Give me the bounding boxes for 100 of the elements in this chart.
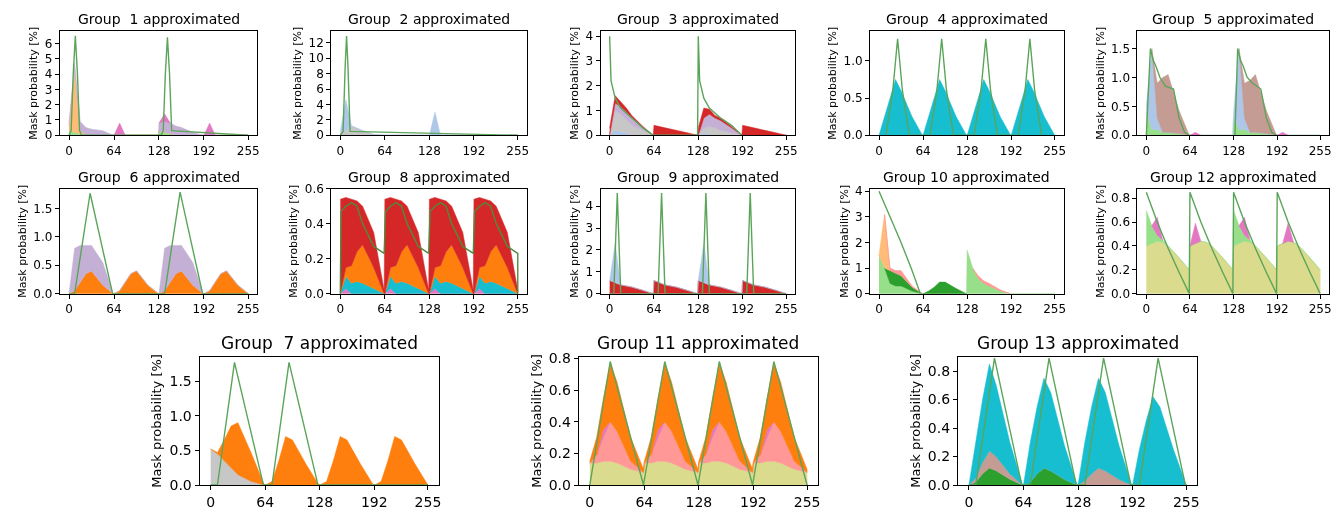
chart-title: Group 6 approximated — [78, 169, 241, 185]
y-tick-label: 1.0 — [33, 230, 53, 245]
x-tick-label: 255 — [774, 143, 798, 158]
y-tick-label: 0.2 — [304, 251, 324, 266]
y-tick-label: 3 — [585, 54, 594, 69]
y-axis-title: Mask probability [%] — [287, 184, 301, 298]
y-tick-label: 1.0 — [843, 54, 863, 69]
x-tick-label: 64 — [1182, 302, 1198, 317]
x-tick-label: 0 — [875, 143, 883, 158]
x-tick-label: 192 — [1119, 493, 1146, 510]
y-tick-label: 0.4 — [927, 419, 951, 436]
x-tick-label: 64 — [256, 493, 275, 510]
y-tick-label: 0.0 — [1110, 128, 1131, 143]
y-tick-label: 0.4 — [548, 413, 571, 430]
x-tick-label: 0 — [336, 143, 345, 158]
y-tick-label: 1 — [585, 103, 594, 118]
x-tick-label: 0 — [336, 302, 345, 317]
chart-title: Group 10 approximated — [883, 169, 1050, 185]
chart-title: Group 4 approximated — [886, 11, 1049, 27]
x-tick-label: 64 — [915, 302, 931, 317]
y-tick-label: 0.6 — [548, 381, 571, 398]
x-tick-label: 64 — [646, 143, 662, 158]
y-tick-label: 12 — [308, 36, 324, 51]
y-tick-label: 0.2 — [1110, 262, 1131, 277]
y-axis-title: Mask probability [%] — [826, 26, 840, 140]
y-tick-label: 5 — [44, 52, 53, 67]
y-tick-label: 6 — [44, 36, 53, 51]
y-tick-label: 1 — [585, 264, 594, 279]
x-tick-label: 192 — [999, 302, 1023, 317]
y-axis-title: Mask probability [%] — [16, 184, 30, 298]
x-tick-label: 128 — [147, 302, 171, 317]
x-tick-label: 192 — [740, 493, 767, 510]
x-tick-label: 128 — [955, 143, 979, 158]
x-tick-label: 128 — [686, 143, 710, 158]
y-tick-label: 1 — [44, 113, 53, 128]
y-tick-label: 0.8 — [927, 362, 951, 379]
y-axis-title: Mask probability [%] — [291, 26, 305, 140]
y-tick-label: 1.5 — [169, 372, 192, 389]
x-tick-label: 128 — [1222, 302, 1246, 317]
y-tick-label: 3 — [585, 221, 594, 236]
x-tick-label: 192 — [999, 143, 1023, 158]
x-tick-label: 0 — [605, 302, 614, 317]
y-tick-label: 0.0 — [33, 286, 53, 301]
x-tick-label: 64 — [646, 302, 662, 317]
y-tick-label: 4 — [855, 184, 863, 199]
y-tick-label: 0.6 — [304, 181, 324, 196]
x-tick-label: 255 — [236, 143, 260, 158]
y-axis-title: Mask probability [%] — [568, 184, 582, 298]
y-tick-label: 0 — [44, 128, 53, 143]
y-tick-label: 0.6 — [1110, 215, 1131, 230]
y-tick-label: 0.8 — [548, 350, 571, 367]
y-tick-label: 2 — [855, 235, 863, 250]
y-tick-label: 1 — [855, 261, 863, 276]
x-tick-label: 192 — [360, 493, 388, 510]
y-tick-label: 0.0 — [548, 476, 571, 493]
chart-title: Group 13 approximated — [977, 333, 1180, 353]
x-tick-label: 128 — [147, 143, 171, 158]
y-axis-title: Mask probability [%] — [149, 354, 165, 488]
y-tick-label: 3 — [44, 82, 53, 97]
x-tick-label: 192 — [1265, 302, 1289, 317]
y-tick-label: 0.5 — [843, 91, 863, 106]
x-tick-label: 64 — [106, 302, 122, 317]
x-tick-label: 0 — [65, 143, 73, 158]
x-tick-label: 0 — [1142, 302, 1151, 317]
y-tick-label: 0.0 — [1110, 286, 1131, 301]
x-tick-label: 0 — [65, 302, 73, 317]
y-tick-label: 1.0 — [1110, 70, 1131, 85]
y-tick-label: 3 — [855, 210, 863, 225]
x-tick-label: 255 — [1043, 302, 1067, 317]
chart-title: Group 11 approximated — [597, 333, 800, 353]
y-tick-label: 0 — [855, 286, 863, 301]
y-tick-label: 0 — [316, 128, 324, 143]
line-series — [878, 190, 922, 294]
y-tick-label: 0.5 — [33, 258, 53, 273]
x-tick-label: 64 — [377, 302, 393, 317]
x-tick-label: 128 — [685, 493, 713, 510]
y-tick-label: 0.4 — [1110, 239, 1131, 254]
x-tick-label: 255 — [1308, 143, 1332, 158]
y-tick-label: 0.6 — [927, 391, 951, 408]
x-tick-label: 128 — [955, 302, 979, 317]
y-tick-label: 0.0 — [169, 476, 192, 493]
y-tick-label: 0.5 — [169, 442, 192, 459]
y-tick-label: 0 — [585, 128, 594, 143]
y-tick-label: 0.0 — [843, 128, 863, 143]
x-tick-label: 0 — [206, 493, 216, 510]
x-tick-label: 192 — [192, 302, 216, 317]
chart-title: Group 12 approximated — [1150, 169, 1317, 185]
chart-title: Group 5 approximated — [1152, 11, 1315, 27]
x-tick-label: 0 — [605, 143, 614, 158]
x-tick-label: 128 — [417, 143, 441, 158]
y-tick-label: 2 — [44, 97, 53, 112]
y-tick-label: 2 — [316, 113, 324, 128]
y-axis-title: Mask probability [%] — [528, 354, 544, 488]
x-tick-label: 128 — [1064, 493, 1092, 510]
y-tick-label: 0.5 — [1110, 99, 1131, 114]
y-tick-label: 0.0 — [927, 476, 951, 493]
y-tick-label: 0.8 — [1110, 191, 1131, 206]
x-tick-label: 255 — [236, 302, 260, 317]
x-tick-label: 64 — [377, 143, 393, 158]
y-tick-label: 4 — [585, 29, 594, 44]
